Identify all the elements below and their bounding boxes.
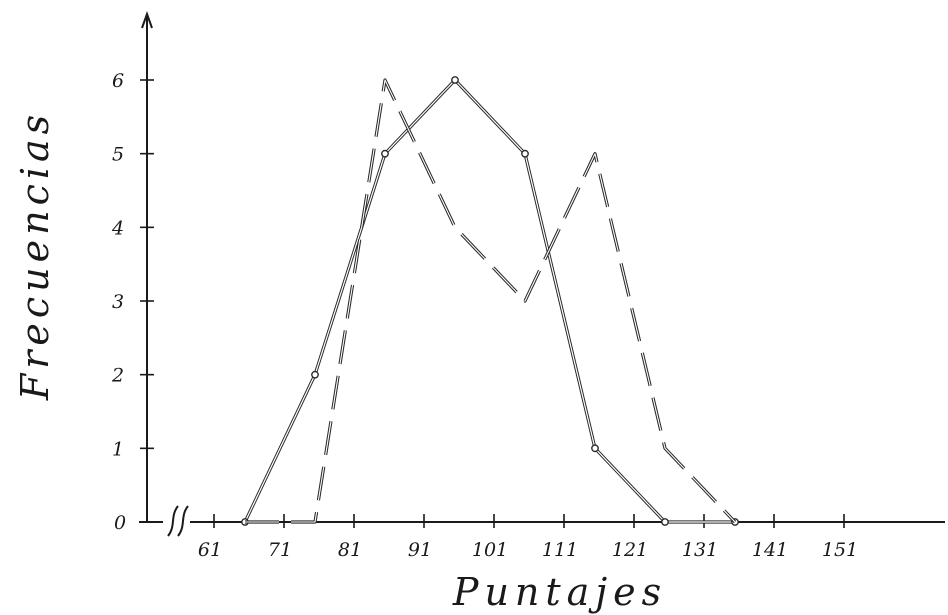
y-axis-arrow-icon — [141, 11, 153, 29]
x-tick-label: 141 — [752, 539, 788, 561]
x-tick-label: 81 — [338, 539, 362, 561]
x-axis-title: Puntajes — [452, 570, 667, 614]
axes — [139, 11, 945, 537]
data-point — [661, 518, 669, 526]
y-tick-label: 4 — [111, 217, 124, 239]
x-tick-label: 71 — [268, 539, 292, 561]
x-tick-label: 131 — [682, 539, 718, 561]
y-tick-label: 2 — [111, 365, 124, 387]
x-tick-label: 61 — [198, 539, 222, 561]
series-dashed — [245, 78, 737, 524]
series-solid — [241, 76, 739, 526]
y-tick-label: 1 — [112, 438, 124, 460]
x-tick-label: 121 — [612, 539, 648, 561]
y-tick-label: 3 — [112, 291, 124, 313]
axis-break-icon — [167, 505, 189, 537]
series-layer — [241, 76, 739, 526]
data-point — [451, 76, 459, 84]
y-ticks: 0 1 2 3 4 5 6 — [111, 70, 154, 534]
x-tick-label: 101 — [472, 539, 508, 561]
x-tick-label: 151 — [822, 539, 858, 561]
data-point — [521, 149, 529, 158]
y-tick-label: 0 — [114, 512, 126, 534]
series-line-dashed-highlight — [245, 79, 736, 523]
y-axis-title: Frecuencias — [13, 110, 57, 401]
y-tick-label: 6 — [112, 70, 124, 92]
y-tick-label: 5 — [112, 144, 124, 166]
data-point — [311, 370, 319, 379]
series-line-solid-highlight — [244, 79, 735, 523]
x-tick-label: 91 — [408, 539, 432, 561]
data-point — [381, 149, 389, 158]
x-tick-label: 111 — [542, 539, 578, 561]
x-ticks: 61 71 81 91 101 111 121 131 141 151 — [198, 514, 858, 561]
series-line-dashed — [245, 78, 737, 524]
series-line-solid — [243, 78, 735, 524]
data-point — [591, 444, 599, 453]
